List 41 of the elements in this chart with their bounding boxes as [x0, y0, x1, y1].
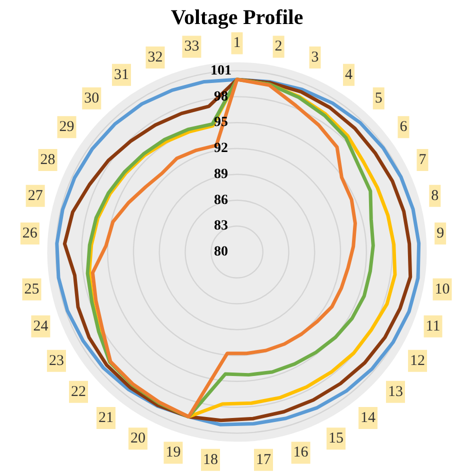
spoke-label: 15 — [328, 430, 344, 447]
spoke-label: 18 — [203, 452, 218, 468]
spoke-label: 21 — [98, 410, 114, 426]
spoke-label: 20 — [130, 430, 146, 447]
spoke-label: 1 — [233, 35, 241, 52]
spoke-label: 22 — [71, 384, 86, 400]
chart-title: Voltage Profile — [170, 5, 304, 30]
spoke-label: 2 — [274, 38, 282, 55]
spoke-label: 31 — [114, 66, 129, 83]
y-tick-label: 86 — [214, 192, 228, 208]
spoke-label: 7 — [418, 152, 427, 168]
spoke-label: 32 — [148, 49, 163, 66]
spoke-label: 33 — [184, 38, 200, 55]
spoke-label: 28 — [40, 152, 56, 168]
spoke-label: 6 — [400, 119, 408, 136]
spoke-label: 25 — [24, 281, 40, 298]
spoke-label: 8 — [431, 188, 439, 204]
spoke-label: 27 — [28, 188, 44, 204]
y-tick-label: 101 — [210, 63, 232, 78]
spoke-label: 29 — [59, 119, 74, 136]
spoke-label: 14 — [360, 410, 376, 426]
y-tick-label: 92 — [214, 141, 228, 156]
spoke-label: 10 — [434, 281, 450, 298]
spoke-label: 19 — [166, 444, 181, 461]
y-tick-label: 98 — [214, 89, 228, 104]
spoke-label: 26 — [22, 225, 38, 242]
spoke-label: 17 — [256, 452, 272, 468]
spoke-label: 30 — [84, 90, 100, 106]
spoke-label: 23 — [48, 352, 64, 369]
spoke-label: 3 — [311, 49, 319, 66]
spoke-label: 5 — [374, 90, 382, 106]
spoke-label: 4 — [345, 66, 354, 83]
spoke-label: 24 — [33, 318, 49, 334]
y-tick-label: 80 — [214, 244, 228, 260]
spoke-label: 9 — [436, 225, 444, 242]
spoke-label: 13 — [388, 384, 403, 400]
y-tick-label: 83 — [214, 218, 228, 234]
spoke-label: 12 — [410, 352, 426, 369]
spoke-label: 11 — [426, 318, 440, 334]
y-tick-label: 89 — [214, 166, 228, 182]
spoke-label: 16 — [293, 444, 309, 461]
